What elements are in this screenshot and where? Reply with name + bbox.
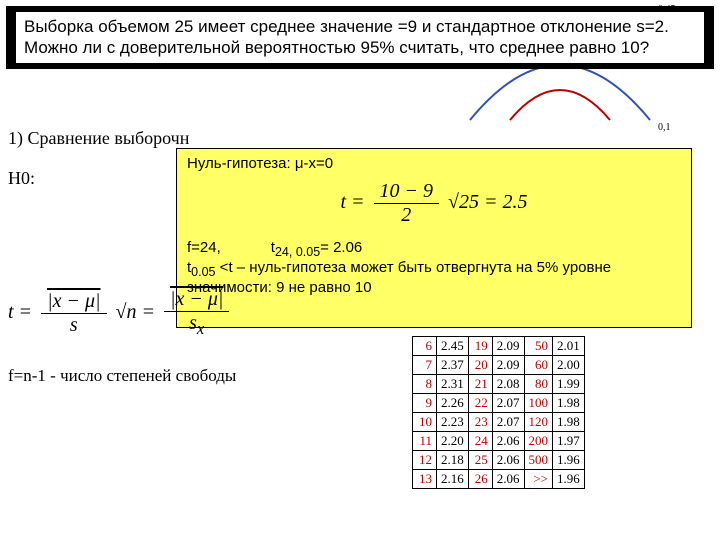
f-cell: 80	[524, 375, 553, 394]
f-cell: 60	[524, 356, 553, 375]
value-cell: 2.08	[492, 375, 524, 394]
value-cell: 2.06	[492, 451, 524, 470]
f-cell: 11	[413, 432, 437, 451]
value-cell: 1.99	[553, 375, 585, 394]
f-cell: 26	[468, 470, 492, 489]
problem-text: Выборка объемом 25 имеет среднее значени…	[16, 12, 704, 63]
tf-den2: sx	[164, 312, 229, 339]
h0-label: H0:	[8, 168, 35, 189]
eq-lhs: t =	[340, 191, 364, 213]
eq-den: 2	[374, 204, 440, 227]
tcrit-sub: 24, 0.05	[275, 245, 320, 259]
value-cell: 2.20	[437, 432, 469, 451]
value-cell: 2.37	[437, 356, 469, 375]
t-table: 62.45192.09502.0172.37202.09602.0082.312…	[412, 336, 585, 489]
f-cell: 8	[413, 375, 437, 394]
f-cell: 13	[413, 470, 437, 489]
problem-box: Выборка объемом 25 имеет среднее значени…	[6, 6, 714, 69]
table-row: 132.16262.06>>1.96	[413, 470, 585, 489]
value-cell: 1.96	[553, 451, 585, 470]
value-cell: 2.26	[437, 394, 469, 413]
tcrit-eq: = 2.06	[320, 239, 362, 256]
f-cell: 25	[468, 451, 492, 470]
value-cell: 2.23	[437, 413, 469, 432]
f-cell: 500	[524, 451, 553, 470]
tf-lhs: t =	[8, 301, 32, 323]
eq-num: 10 − 9	[374, 180, 440, 204]
f-cell: 12	[413, 451, 437, 470]
f-cell: 50	[524, 337, 553, 356]
f-cell: 100	[524, 394, 553, 413]
value-cell: 1.96	[553, 470, 585, 489]
f-cell: 23	[468, 413, 492, 432]
value-cell: 2.09	[492, 356, 524, 375]
value-cell: 2.16	[437, 470, 469, 489]
f-cell: 200	[524, 432, 553, 451]
value-cell: 2.07	[492, 394, 524, 413]
table-row: 62.45192.09502.01	[413, 337, 585, 356]
f-cell: 21	[468, 375, 492, 394]
f-cell: 24	[468, 432, 492, 451]
tf-sqrt: √n	[116, 301, 137, 323]
value-cell: 2.31	[437, 375, 469, 394]
f-cell: 9	[413, 394, 437, 413]
value-cell: 2.01	[553, 337, 585, 356]
value-cell: 2.45	[437, 337, 469, 356]
value-cell: 2.06	[492, 470, 524, 489]
value-cell: 1.98	[553, 413, 585, 432]
table-row: 92.26222.071001.98	[413, 394, 585, 413]
f-cell: 10	[413, 413, 437, 432]
tf-den1: s	[41, 314, 106, 337]
value-cell: 2.09	[492, 337, 524, 356]
table-row: 122.18252.065001.96	[413, 451, 585, 470]
table-row: 112.20242.062001.97	[413, 432, 585, 451]
value-cell: 1.98	[553, 394, 585, 413]
dof-label: f=n-1 - число степеней свободы	[8, 366, 236, 386]
value-cell: 2.00	[553, 356, 585, 375]
tf-num1: |x − μ|	[47, 290, 100, 312]
f-cell: 19	[468, 337, 492, 356]
f-value: f=24,	[187, 239, 221, 256]
f-cell: 120	[524, 413, 553, 432]
conclusion-line: t0.05 <t – нуль-гипотеза может быть отве…	[187, 259, 681, 296]
table-row: 82.31212.08801.99	[413, 375, 585, 394]
table-row: 72.37202.09602.00	[413, 356, 585, 375]
svg-text:0,1: 0,1	[658, 122, 671, 133]
tf-num2: |x − μ|	[170, 288, 223, 310]
f-line: f=24, t24, 0.05= 2.06	[187, 239, 681, 259]
t-computation: t = 10 − 9 2 √25 = 2.5	[187, 180, 681, 227]
tf-eq: =	[141, 301, 155, 323]
f-cell: 22	[468, 394, 492, 413]
eq-rhs: √25 = 2.5	[448, 191, 527, 213]
f-cell: 20	[468, 356, 492, 375]
t-formula: t = |x − μ| s √n = |x − μ| sx	[8, 288, 233, 339]
value-cell: 2.06	[492, 432, 524, 451]
value-cell: 2.07	[492, 413, 524, 432]
f-cell: 6	[413, 337, 437, 356]
talpha-sub: 0.05	[191, 265, 215, 279]
value-cell: 1.97	[553, 432, 585, 451]
value-cell: 2.18	[437, 451, 469, 470]
solution-box: Нуль-гипотеза: μ-x=0 t = 10 − 9 2 √25 = …	[176, 148, 692, 328]
item-1: 1) Сравнение выборочн	[8, 128, 189, 149]
table-row: 102.23232.071201.98	[413, 413, 585, 432]
conclusion-text: <t – нуль-гипотеза может быть отвергнута…	[187, 259, 611, 296]
null-hypothesis: Нуль-гипотеза: μ-x=0	[187, 155, 333, 172]
f-cell: >>	[524, 470, 553, 489]
f-cell: 7	[413, 356, 437, 375]
